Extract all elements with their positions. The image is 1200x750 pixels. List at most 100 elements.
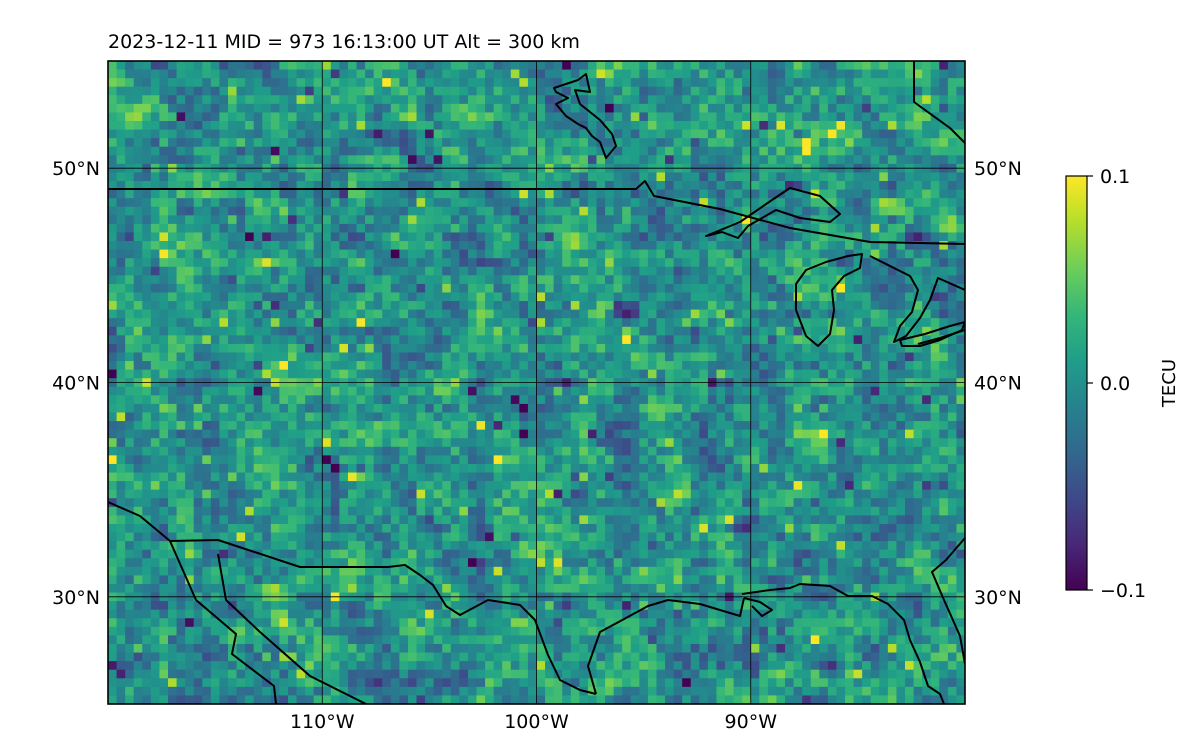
heatmap-cell (236, 429, 246, 439)
heatmap-cell (827, 386, 838, 396)
heatmap-cell (587, 309, 598, 319)
heatmap-cell (382, 481, 392, 491)
heatmap-cell (956, 129, 965, 139)
heatmap-cell (862, 215, 872, 225)
heatmap-cell (716, 146, 726, 156)
heatmap-cell (699, 335, 709, 345)
heatmap-cell (236, 95, 246, 105)
heatmap-cell (562, 172, 572, 182)
heatmap-cell (279, 241, 289, 251)
heatmap-cell (330, 206, 340, 216)
heatmap-cell (673, 121, 683, 131)
heatmap-cell (887, 112, 898, 122)
heatmap-cell (767, 335, 778, 345)
heatmap-cell (279, 403, 289, 414)
heatmap-cell (373, 223, 383, 234)
heatmap-cell (930, 86, 940, 96)
heatmap-cell (330, 412, 340, 422)
heatmap-cell (596, 78, 606, 88)
heatmap-cell (202, 146, 212, 156)
heatmap-cell (339, 198, 349, 208)
heatmap-cell (596, 258, 606, 268)
heatmap-cell (296, 438, 306, 448)
heatmap-cell (630, 352, 640, 362)
heatmap-cell (733, 326, 743, 336)
heatmap-cell (262, 215, 272, 225)
heatmap-cell (167, 412, 178, 422)
heatmap-cell (510, 78, 520, 88)
heatmap-cell (707, 266, 718, 276)
heatmap-cell (673, 249, 683, 259)
heatmap-cell (613, 206, 623, 216)
heatmap-cell (913, 309, 923, 319)
heatmap-cell (947, 69, 958, 79)
heatmap-cell (167, 129, 178, 139)
heatmap-cell (570, 481, 580, 491)
heatmap-cell (133, 292, 143, 302)
heatmap-cell (416, 463, 426, 474)
heatmap-cell (253, 61, 263, 71)
heatmap-cell (682, 481, 692, 491)
heatmap-cell (810, 446, 820, 456)
heatmap-cell (742, 95, 752, 105)
heatmap-cell (527, 352, 538, 362)
heatmap-cell (536, 446, 546, 456)
heatmap-cell (185, 155, 195, 165)
heatmap-cell (630, 69, 640, 79)
heatmap-cell (382, 361, 392, 371)
heatmap-cell (750, 395, 760, 405)
heatmap-cell (810, 463, 820, 474)
heatmap-cell (587, 258, 598, 268)
heatmap-cell (296, 258, 306, 268)
heatmap-cell (382, 95, 392, 105)
heatmap-cell (407, 335, 418, 345)
heatmap-cell (887, 335, 898, 345)
heatmap-cell (279, 172, 289, 182)
heatmap-cell (605, 61, 615, 71)
heatmap-cell (210, 61, 221, 71)
heatmap-cell (519, 386, 529, 396)
heatmap-cell (125, 146, 135, 156)
heatmap-cell (356, 455, 366, 465)
heatmap-cell (150, 403, 161, 414)
heatmap-cell (622, 215, 632, 225)
heatmap-cell (227, 95, 238, 105)
heatmap-cell (245, 403, 255, 414)
heatmap-cell (922, 258, 932, 268)
heatmap-cell (339, 429, 349, 439)
heatmap-cell (647, 61, 658, 71)
heatmap-cell (210, 258, 221, 268)
heatmap-cell (467, 283, 478, 294)
heatmap-cell (339, 386, 349, 396)
heatmap-cell (922, 121, 932, 131)
heatmap-cell (125, 103, 135, 114)
heatmap-cell (459, 95, 469, 105)
heatmap-cell (185, 386, 195, 396)
heatmap-cell (725, 301, 735, 311)
heatmap-cell (596, 369, 606, 379)
heatmap-cell (862, 463, 872, 474)
heatmap-cell (716, 198, 726, 208)
heatmap-cell (579, 343, 589, 354)
heatmap-cell (570, 352, 580, 362)
heatmap-cell (159, 446, 169, 456)
heatmap-cell (347, 463, 358, 474)
heatmap-cell (810, 78, 820, 88)
heatmap-cell (425, 241, 435, 251)
heatmap-cell (425, 155, 435, 165)
heatmap-cell (373, 412, 383, 422)
heatmap-cell (510, 61, 520, 71)
heatmap-cell (176, 172, 186, 182)
heatmap-cell (442, 352, 452, 362)
heatmap-cell (373, 343, 383, 354)
heatmap-cell (159, 326, 169, 336)
heatmap-cell (108, 129, 118, 139)
heatmap-cell (570, 472, 580, 482)
heatmap-cell (390, 463, 400, 474)
heatmap-cell (776, 326, 786, 336)
heatmap-cell (759, 275, 769, 285)
heatmap-cell (527, 189, 538, 199)
heatmap-cell (630, 412, 640, 422)
heatmap-cell (373, 69, 383, 79)
heatmap-cell (605, 463, 615, 474)
